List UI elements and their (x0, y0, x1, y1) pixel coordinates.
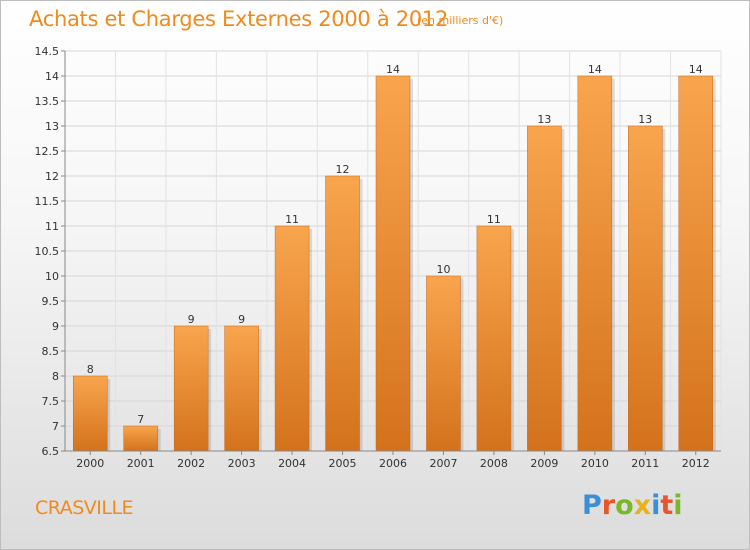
data-label: 11 (487, 213, 501, 226)
bar (476, 225, 512, 452)
y-tick-label: 14.5 (35, 45, 60, 58)
data-label: 11 (285, 213, 299, 226)
x-tick-label: 2007 (429, 457, 457, 470)
x-tick-label: 2004 (278, 457, 306, 470)
bar (173, 325, 209, 452)
bar (577, 75, 613, 452)
y-tick-label: 10 (45, 270, 59, 283)
y-tick-label: 7.5 (42, 395, 60, 408)
bar (527, 125, 562, 452)
y-tick-label: 12 (45, 170, 59, 183)
data-label: 7 (137, 413, 144, 426)
x-tick-label: 2009 (530, 457, 558, 470)
x-tick-label: 2002 (177, 457, 205, 470)
commune-name: CRASVILLE (35, 497, 134, 519)
bar (325, 175, 360, 452)
x-tick-label: 2008 (480, 457, 508, 470)
x-tick-label: 2012 (682, 457, 710, 470)
data-label: 13 (537, 113, 551, 126)
data-label: 14 (689, 63, 703, 76)
bar (678, 75, 714, 452)
proxiti-logo[interactable]: Proxiti (582, 490, 683, 521)
logo-letter: r (601, 490, 616, 521)
logo-letter: o (615, 490, 634, 521)
y-tick-label: 11.5 (35, 195, 60, 208)
y-tick-label: 7 (52, 420, 59, 433)
x-tick-label: 2011 (631, 457, 659, 470)
data-label: 14 (588, 63, 602, 76)
data-label: 9 (238, 313, 245, 326)
bar (628, 125, 663, 452)
y-tick-label: 13.5 (35, 95, 60, 108)
x-tick-label: 2003 (228, 457, 256, 470)
bar (375, 75, 411, 452)
chart-subtitle: (en milliers d'€) (417, 14, 504, 27)
y-tick-label: 13 (45, 120, 59, 133)
bar (224, 325, 259, 452)
logo-letter: i (673, 490, 683, 521)
y-tick-label: 8.5 (42, 345, 60, 358)
data-label: 14 (386, 63, 400, 76)
logo-letter: i (651, 490, 661, 521)
y-tick-label: 10.5 (35, 245, 60, 258)
y-tick-label: 8 (52, 370, 59, 383)
y-tick-label: 9.5 (42, 295, 60, 308)
x-tick-label: 2000 (76, 457, 104, 470)
logo-letter: P (582, 490, 602, 521)
logo-letter: t (660, 490, 674, 521)
y-tick-label: 12.5 (35, 145, 60, 158)
y-tick-label: 9 (52, 320, 59, 333)
x-tick-label: 2005 (329, 457, 357, 470)
data-label: 12 (336, 163, 350, 176)
bar (72, 375, 108, 452)
data-label: 8 (87, 363, 94, 376)
y-tick-label: 6.5 (42, 445, 60, 458)
x-tick-label: 2006 (379, 457, 407, 470)
data-label: 10 (436, 263, 450, 276)
axes: 6.5 7 7.5 8 8.5 9 9.5 10 10.5 11 11.5 12 12.5 13 13.5 1… (35, 45, 721, 470)
x-tick-label: 2001 (127, 457, 155, 470)
x-tick-label: 2010 (581, 457, 609, 470)
bar (274, 225, 310, 452)
data-label: 9 (188, 313, 195, 326)
bar (426, 275, 461, 452)
bar (123, 425, 158, 452)
y-tick-label: 14 (45, 70, 59, 83)
bars: 8 7 9 9 11 12 14 10 11 13 14 13 14 (72, 63, 716, 452)
chart-title: Achats et Charges Externes 2000 à 2012 (29, 7, 449, 31)
y-tick-label: 11 (45, 220, 59, 233)
data-label: 13 (638, 113, 652, 126)
logo-letter: x (633, 490, 652, 521)
